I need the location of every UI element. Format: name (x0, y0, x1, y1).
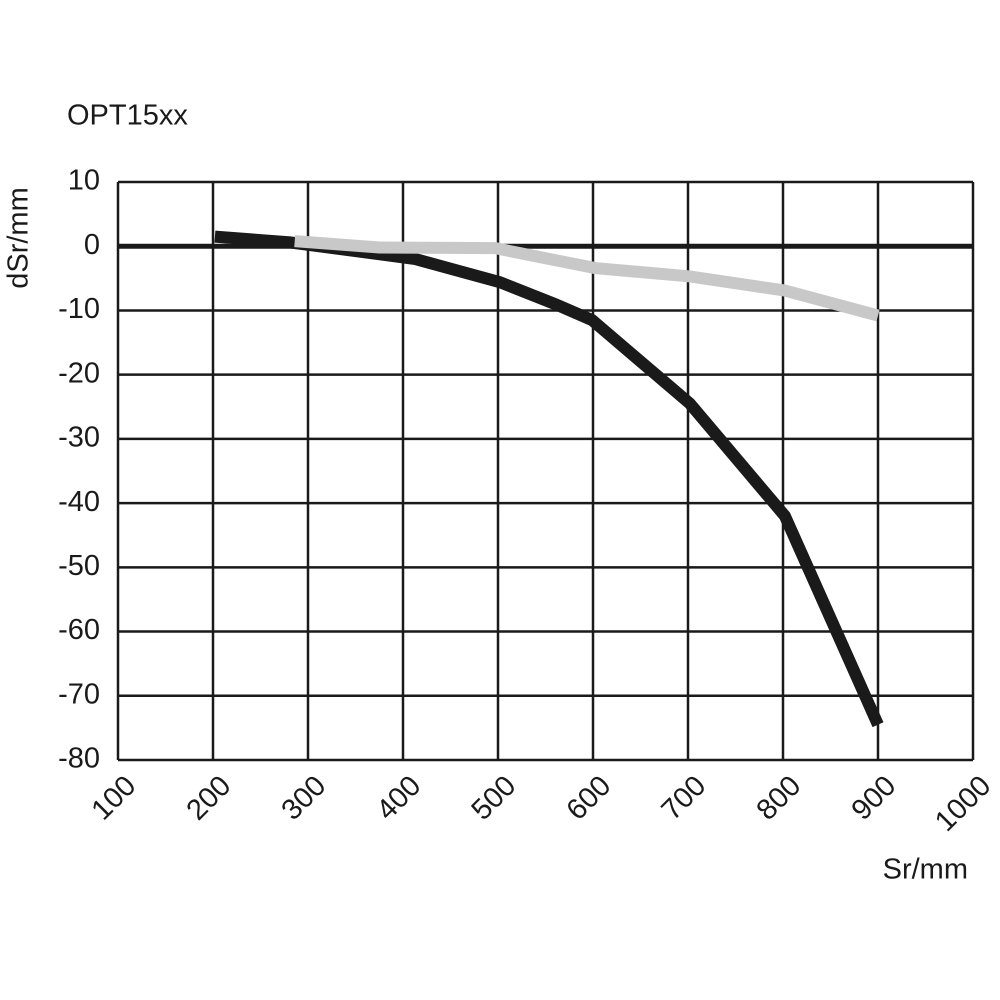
y-tick-label: -10 (58, 293, 100, 325)
x-tick-label: 600 (561, 770, 618, 827)
x-tick-label: 900 (846, 770, 903, 827)
x-tick-label: 700 (656, 770, 713, 827)
y-tick-label: 10 (68, 165, 100, 197)
y-tick-label: -30 (58, 422, 100, 454)
x-tick-label: 500 (466, 770, 523, 827)
y-tick-label: -40 (58, 486, 100, 518)
y-tick-label: -50 (58, 550, 100, 582)
y-axis-label: dSr/mm (3, 187, 35, 289)
chart-title: OPT15xx (67, 100, 188, 132)
x-tick-label: 400 (371, 770, 428, 827)
x-tick-label: 800 (751, 770, 808, 827)
x-tick-label: 1000 (929, 770, 997, 838)
line-series (294, 235, 880, 322)
y-tick-label: -70 (58, 678, 100, 710)
x-tick-label: 200 (181, 770, 238, 827)
x-axis-label: Sr/mm (883, 854, 968, 886)
x-tick-label: 300 (276, 770, 333, 827)
y-tick-label: -20 (58, 357, 100, 389)
y-tick-label: -80 (58, 743, 100, 775)
y-tick-label: 0 (84, 229, 100, 261)
x-tick-label: 100 (86, 770, 143, 827)
y-tick-label: -60 (58, 614, 100, 646)
